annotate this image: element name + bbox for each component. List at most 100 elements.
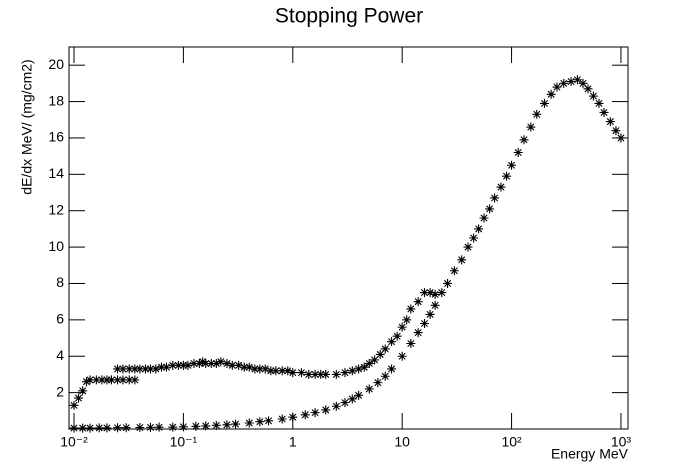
data-point (118, 364, 128, 374)
y-tick-label: 18 (48, 92, 64, 108)
chart-title: Stopping Power (275, 5, 423, 28)
data-point (255, 417, 265, 427)
data-point (85, 423, 95, 433)
data-point (316, 369, 326, 379)
data-point (91, 375, 101, 385)
data-point (250, 364, 260, 374)
data-point (340, 398, 350, 408)
data-point (397, 322, 407, 332)
data-point (135, 364, 145, 374)
y-tick-label: 4 (56, 347, 64, 363)
data-point (94, 423, 104, 433)
data-point (277, 366, 287, 376)
data-point (191, 421, 201, 431)
data-point (271, 366, 281, 376)
data-point (588, 91, 598, 101)
data-point (340, 368, 350, 378)
data-point (97, 375, 107, 385)
data-point (479, 213, 489, 223)
data-point (178, 360, 188, 370)
data-point (546, 89, 556, 99)
data-point (102, 423, 112, 433)
data-point (519, 135, 529, 145)
data-point (413, 328, 423, 338)
data-point (69, 423, 79, 433)
data-point (457, 255, 467, 265)
data-point (449, 266, 459, 276)
data-point (425, 288, 435, 298)
data-point (113, 423, 123, 433)
data-point (496, 182, 506, 192)
data-point (227, 360, 237, 370)
data-point (397, 351, 407, 361)
data-point (375, 349, 385, 359)
data-point (443, 278, 453, 288)
data-point (222, 420, 232, 430)
data-point (310, 369, 320, 379)
data-point (173, 360, 183, 370)
data-point (118, 375, 128, 385)
data-point (178, 422, 188, 432)
data-point (532, 109, 542, 119)
data-point (69, 400, 79, 410)
data-point (599, 107, 609, 117)
data-point (135, 423, 145, 433)
data-point (321, 405, 331, 415)
data-point (430, 289, 440, 299)
data-point (113, 364, 123, 374)
data-point (113, 375, 123, 385)
data-point (156, 362, 166, 372)
data-point (216, 357, 226, 367)
data-point (222, 359, 232, 369)
data-point (331, 369, 341, 379)
data-point (566, 77, 576, 87)
data-point (198, 357, 208, 367)
data-point (552, 82, 562, 92)
data-point (507, 160, 517, 170)
data-point (266, 366, 276, 376)
data-point (85, 375, 95, 385)
data-point (310, 408, 320, 418)
data-point (354, 364, 364, 374)
data-point (206, 359, 216, 369)
data-point (288, 412, 298, 422)
data-point (78, 423, 88, 433)
data-point (106, 375, 116, 385)
data-point (359, 362, 369, 372)
data-point (239, 362, 249, 372)
data-point (347, 394, 357, 404)
data-point (194, 359, 204, 369)
data-point (420, 318, 429, 328)
data-point (364, 359, 374, 369)
data-point (331, 401, 341, 411)
data-point (578, 78, 588, 88)
data-point (490, 193, 500, 203)
x-tick-label: 10⁻¹ (170, 434, 198, 450)
x-axis-label: Energy MeV (551, 446, 629, 462)
data-point (380, 344, 390, 354)
data-point (463, 242, 473, 252)
y-tick-label: 10 (48, 238, 64, 254)
x-tick-label: 10⁻² (60, 434, 88, 450)
data-point (485, 204, 495, 214)
data-point (211, 359, 221, 369)
data-point (402, 315, 412, 325)
x-tick-label: 10³ (611, 434, 632, 450)
data-point (583, 84, 593, 94)
data-point (605, 117, 615, 127)
data-point (81, 377, 91, 387)
data-point (616, 133, 626, 143)
data-point (425, 309, 435, 319)
data-point (231, 419, 241, 429)
data-point (502, 171, 512, 181)
y-tick-label: 8 (56, 274, 64, 290)
data-point (594, 98, 604, 108)
data-point (526, 122, 536, 132)
data-point (304, 369, 314, 379)
data-point (264, 416, 274, 426)
data-point (406, 304, 416, 314)
y-axis-label: dE/dx MeV/ (mg/cm2) (19, 59, 35, 194)
data-point (145, 422, 155, 432)
data-point (437, 288, 447, 298)
